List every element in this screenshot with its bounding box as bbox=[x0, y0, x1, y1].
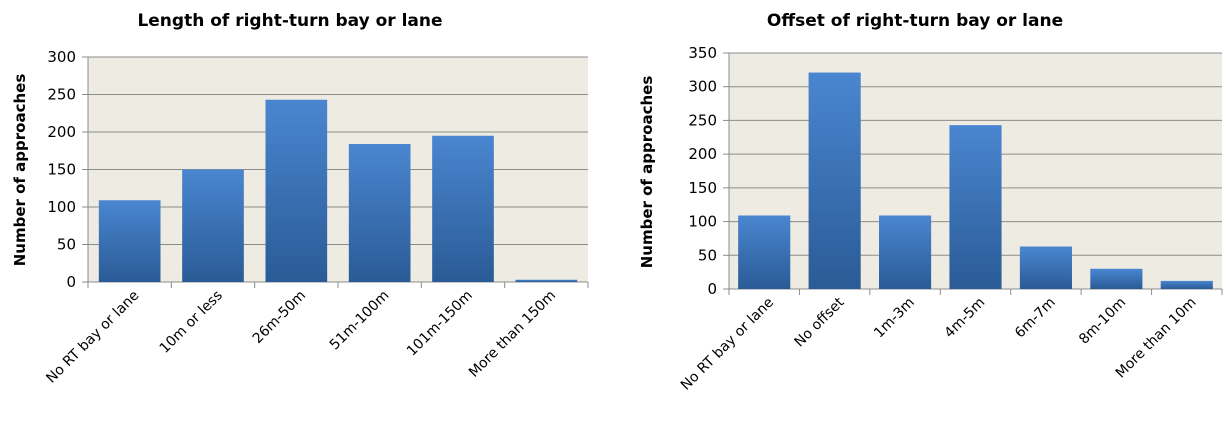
x-category-label: 51m-100m bbox=[327, 288, 393, 354]
plot-area: 0 50 100 150 200 250 300 No RT bay or lane 10m o… bbox=[43, 48, 589, 387]
x-category-label: More than 150m bbox=[466, 288, 559, 381]
plot-area: 0 50 100 150 200 250 300 350 No RT bay or lane No… bbox=[678, 44, 1223, 394]
bar bbox=[98, 200, 161, 282]
y-tick-label: 250 bbox=[688, 111, 717, 129]
bar bbox=[265, 99, 328, 282]
bar bbox=[348, 144, 411, 282]
x-category-label: 101m-150m bbox=[404, 288, 476, 360]
x-category-label: 8m-10m bbox=[1076, 295, 1129, 348]
offset-chart-svg: Offset of right-turn bay or lane Number … bbox=[638, 11, 1223, 394]
y-tick-label: 200 bbox=[47, 123, 76, 141]
bar bbox=[432, 135, 494, 282]
bar bbox=[879, 215, 932, 289]
y-axis-label: Number of approaches bbox=[638, 76, 656, 269]
length-chart: Length of right-turn bay or lane Number … bbox=[0, 0, 600, 432]
bar bbox=[1160, 280, 1213, 289]
y-tick-label: 300 bbox=[47, 48, 76, 66]
chart-title: Offset of right-turn bay or lane bbox=[767, 11, 1063, 31]
bar bbox=[738, 215, 791, 289]
y-tick-label: 150 bbox=[47, 161, 76, 179]
y-tick-label: 100 bbox=[47, 198, 76, 216]
y-axis-label: Number of approaches bbox=[11, 74, 29, 267]
bar bbox=[808, 72, 861, 289]
x-category-label: No offset bbox=[792, 294, 848, 350]
length-chart-svg: Length of right-turn bay or lane Number … bbox=[11, 11, 589, 387]
y-tick-label: 150 bbox=[688, 179, 717, 197]
y-tick-label: 0 bbox=[66, 273, 76, 291]
x-category-label: No RT bay or lane bbox=[43, 288, 142, 387]
x-category-label: 1m-3m bbox=[871, 295, 918, 342]
bar bbox=[1090, 268, 1143, 289]
y-tick-label: 0 bbox=[707, 280, 717, 298]
bar bbox=[515, 279, 578, 282]
x-category-label: 4m-5m bbox=[942, 295, 989, 342]
x-category-label: No RT bay or lane bbox=[678, 295, 777, 394]
y-tick-label: 50 bbox=[57, 236, 76, 254]
chart-title: Length of right-turn bay or lane bbox=[137, 11, 442, 31]
bar bbox=[182, 169, 244, 282]
bar bbox=[1019, 246, 1072, 289]
x-category-label: 6m-7m bbox=[1012, 295, 1059, 342]
y-tick-label: 100 bbox=[688, 213, 717, 231]
offset-chart: Offset of right-turn bay or lane Number … bbox=[615, 0, 1229, 432]
y-tick-label: 350 bbox=[688, 44, 717, 62]
y-tick-label: 300 bbox=[688, 78, 717, 96]
y-tick-label: 200 bbox=[688, 145, 717, 163]
y-tick-label: 250 bbox=[47, 86, 76, 104]
x-category-label: 10m or less bbox=[157, 288, 226, 357]
bar bbox=[949, 125, 1002, 289]
x-category-label: 26m-50m bbox=[250, 288, 309, 347]
y-tick-label: 50 bbox=[698, 246, 717, 264]
